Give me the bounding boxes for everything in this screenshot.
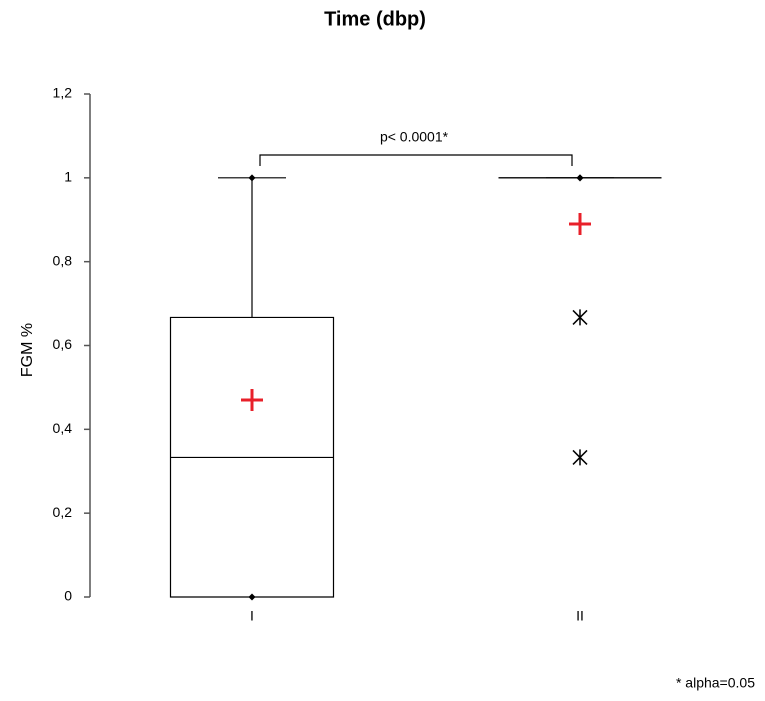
whisker-end-point bbox=[576, 174, 584, 182]
outlier bbox=[572, 449, 588, 466]
mean-marker bbox=[241, 388, 263, 411]
y-axis-label: FGM % bbox=[19, 323, 36, 377]
whisker-end-point bbox=[248, 593, 256, 601]
whisker-end-point bbox=[248, 174, 256, 182]
outlier bbox=[572, 309, 588, 326]
x-tick-label: II bbox=[576, 608, 584, 624]
y-tick-label: 0,2 bbox=[53, 504, 73, 520]
y-tick-label: 0 bbox=[64, 588, 72, 604]
mean-marker bbox=[569, 212, 591, 235]
annotation: p< 0.0001* bbox=[380, 129, 449, 145]
y-tick-label: 0,8 bbox=[53, 252, 73, 268]
y-tick-label: 0,6 bbox=[53, 336, 73, 352]
y-tick-label: 0,4 bbox=[53, 420, 73, 436]
box bbox=[169, 316, 335, 598]
x-tick-label: I bbox=[250, 608, 254, 624]
y-tick-label: 1 bbox=[64, 169, 72, 185]
y-tick-label: 1,2 bbox=[53, 85, 73, 101]
footnote: * alpha=0.05 bbox=[676, 675, 755, 691]
significance-bracket bbox=[259, 154, 573, 166]
chart-title: Time (dbp) bbox=[324, 8, 426, 30]
